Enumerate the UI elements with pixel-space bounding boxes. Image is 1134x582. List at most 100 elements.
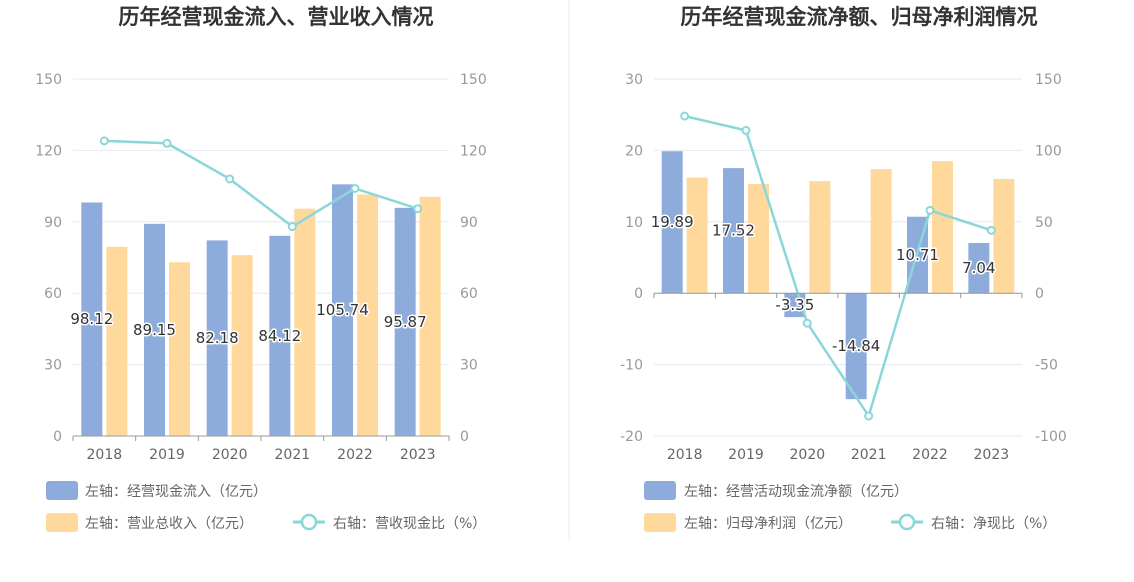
ratio-point[interactable] xyxy=(741,125,751,135)
bar-data-label: 89.15 xyxy=(133,321,176,339)
ratio-point[interactable] xyxy=(99,136,109,146)
bar-secondary[interactable] xyxy=(748,183,769,294)
bar-primary[interactable] xyxy=(144,223,165,436)
right-axis-tick-label: -100 xyxy=(1035,429,1067,445)
left-axis-tick-label: -10 xyxy=(620,358,643,374)
bar-data-label: 105.74 xyxy=(316,301,369,319)
x-axis-tick-label: 2019 xyxy=(149,447,185,463)
bar-data-label: 17.52 xyxy=(712,222,755,240)
bar-data-label: -14.84 xyxy=(832,337,880,355)
left-axis-tick-label: 30 xyxy=(44,358,62,374)
right-axis-tick-label: 0 xyxy=(460,429,469,445)
ratio-point[interactable] xyxy=(225,174,235,184)
bar-data-label: 82.18 xyxy=(196,329,239,347)
ratio-point[interactable] xyxy=(680,111,690,121)
bar-secondary[interactable] xyxy=(870,168,892,294)
legend-swatch-bar[interactable] xyxy=(46,513,78,532)
ratio-point[interactable] xyxy=(802,318,812,328)
ratio-line xyxy=(104,139,419,229)
legend-swatch-bar[interactable] xyxy=(644,513,676,532)
right-axis-tick-label: 150 xyxy=(460,72,487,88)
bar-secondary[interactable] xyxy=(357,194,378,436)
x-axis-tick-label: 2021 xyxy=(275,447,311,463)
left-chart-title: 历年经营现金流入、营业收入情况 xyxy=(119,5,434,29)
bar-primary[interactable] xyxy=(845,293,867,400)
x-axis-tick-label: 2020 xyxy=(790,447,826,463)
ratio-point[interactable] xyxy=(287,222,297,232)
legend-swatch-bar[interactable] xyxy=(644,481,676,500)
left-axis-tick-label: 60 xyxy=(44,286,62,302)
bar-primary[interactable] xyxy=(723,168,744,294)
right-chart-title: 历年经营现金流净额、归母净利润情况 xyxy=(681,5,1038,29)
bar-secondary[interactable] xyxy=(993,178,1015,294)
x-axis-tick-label: 2023 xyxy=(974,447,1010,463)
right-axis-tick-label: 120 xyxy=(460,143,487,159)
bar-secondary[interactable] xyxy=(294,208,316,436)
bar-secondary[interactable] xyxy=(932,161,953,294)
legend-label: 右轴：净现比（%） xyxy=(931,516,1056,532)
x-axis-tick-label: 2023 xyxy=(400,447,436,463)
right-axis-tick-label: 30 xyxy=(460,358,478,374)
bar-primary[interactable] xyxy=(394,207,416,436)
bar-data-label: 10.71 xyxy=(896,246,939,264)
bar-data-label: 19.89 xyxy=(651,213,694,231)
legend-label: 左轴：经营现金流入（亿元） xyxy=(85,484,267,500)
bar-secondary[interactable] xyxy=(169,262,190,436)
x-axis-tick-label: 2018 xyxy=(87,447,123,463)
left-axis-tick-label: 0 xyxy=(634,286,643,302)
left-axis-tick-label: 120 xyxy=(35,143,62,159)
bar-data-label: 7.04 xyxy=(962,259,995,277)
x-axis-tick-label: 2018 xyxy=(667,447,703,463)
left-axis-tick-label: 10 xyxy=(625,215,643,231)
legend-swatch-line[interactable] xyxy=(293,513,325,531)
bar-primary[interactable] xyxy=(968,242,990,294)
legend-label: 左轴：营业总收入（亿元） xyxy=(85,516,253,532)
bar-primary[interactable] xyxy=(269,235,291,436)
legend-swatch-line[interactable] xyxy=(891,513,923,531)
bar-secondary[interactable] xyxy=(106,246,128,436)
legend-label: 右轴：营收现金比（%） xyxy=(333,516,486,532)
right-axis-tick-label: 60 xyxy=(460,286,478,302)
left-chart: 历年经营现金流入、营业收入情况 98.12 89.15 82.18 84.12 105.… xyxy=(35,5,487,532)
left-axis-tick-label: 0 xyxy=(53,429,62,445)
right-axis-tick-label: 90 xyxy=(460,215,478,231)
bar-primary[interactable] xyxy=(661,151,683,294)
ratio-point[interactable] xyxy=(864,411,874,421)
legend-label: 左轴：归母净利润（亿元） xyxy=(684,515,852,532)
right-chart: 历年经营现金流净额、归母净利润情况 19.89 17.52 -3.35 -14.84 1… xyxy=(620,5,1067,532)
right-chart-legend: 左轴：经营活动现金流净额（亿元） 左轴：归母净利润（亿元） 右轴：净现比（%） xyxy=(644,481,1056,532)
ratio-point[interactable] xyxy=(925,205,935,215)
ratio-line xyxy=(684,114,992,419)
bar-primary[interactable] xyxy=(332,184,353,436)
bar-primary[interactable] xyxy=(206,240,228,436)
bar-primary[interactable] xyxy=(81,202,103,436)
ratio-point[interactable] xyxy=(350,183,360,193)
x-axis-tick-label: 2022 xyxy=(912,447,948,463)
bar-secondary[interactable] xyxy=(419,196,441,436)
ratio-point[interactable] xyxy=(162,138,172,148)
bar-secondary[interactable] xyxy=(686,177,708,294)
ratio-point[interactable] xyxy=(986,225,996,235)
bar-data-label: 95.87 xyxy=(384,313,427,331)
bar-data-label: 84.12 xyxy=(258,327,301,345)
x-axis-tick-label: 2019 xyxy=(728,447,764,463)
right-axis-tick-label: -50 xyxy=(1035,358,1058,374)
legend-swatch-bar[interactable] xyxy=(46,481,78,500)
right-axis-tick-label: 150 xyxy=(1035,72,1062,88)
right-axis-tick-label: 0 xyxy=(1035,286,1044,302)
bar-data-label: -3.35 xyxy=(775,296,814,314)
bar-data-label: 98.12 xyxy=(70,310,113,328)
right-axis-tick-label: 50 xyxy=(1035,215,1053,231)
ratio-point[interactable] xyxy=(413,204,423,214)
x-axis-tick-label: 2020 xyxy=(212,447,248,463)
left-axis-tick-label: 20 xyxy=(625,143,643,159)
legend-label: 左轴：经营活动现金流净额（亿元） xyxy=(684,484,908,500)
x-axis-tick-label: 2021 xyxy=(851,447,887,463)
left-axis-tick-label: 90 xyxy=(44,215,62,231)
left-axis-tick-label: 150 xyxy=(35,72,62,88)
left-axis-tick-label: 30 xyxy=(625,72,643,88)
bar-secondary[interactable] xyxy=(231,255,253,436)
bar-secondary[interactable] xyxy=(809,181,831,294)
